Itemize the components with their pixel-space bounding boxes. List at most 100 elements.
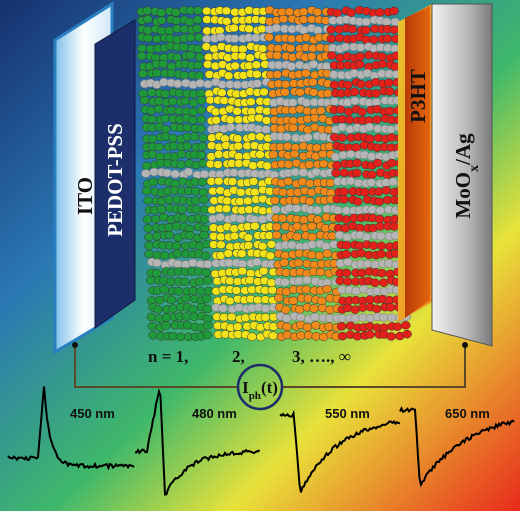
- wavelength-label: 650 nm: [445, 406, 490, 421]
- octahedron: [299, 15, 309, 24]
- octahedron: [215, 213, 225, 222]
- octahedron: [141, 161, 152, 171]
- octahedron: [225, 296, 235, 306]
- octahedron: [197, 177, 208, 187]
- octahedron: [255, 132, 265, 142]
- octahedron: [193, 6, 203, 15]
- octahedron: [271, 230, 282, 240]
- octahedron: [185, 51, 196, 60]
- octahedron: [260, 313, 271, 322]
- octahedron: [191, 205, 201, 214]
- octahedron: [223, 71, 234, 81]
- octahedron: [272, 70, 283, 79]
- octahedron: [217, 88, 227, 97]
- octahedron: [177, 205, 187, 214]
- octahedron: [199, 170, 210, 179]
- octahedron: [148, 177, 158, 187]
- octahedron: [222, 196, 232, 206]
- octahedron: [144, 249, 154, 259]
- trace: [279, 409, 401, 493]
- octahedron: [286, 34, 297, 43]
- octahedron: [150, 214, 161, 224]
- octahedron: [347, 24, 357, 34]
- octahedron: [311, 167, 322, 177]
- octahedron: [172, 79, 183, 89]
- octahedron: [250, 221, 260, 231]
- octahedron: [335, 33, 345, 43]
- octahedron: [229, 224, 239, 233]
- octahedron: [386, 332, 397, 341]
- octahedron: [156, 205, 167, 214]
- octahedron: [361, 17, 371, 27]
- trace: [399, 406, 515, 488]
- octahedron: [351, 143, 361, 152]
- octahedron: [137, 44, 147, 53]
- wavelength-label: 480 nm: [192, 406, 237, 421]
- octahedron: [171, 8, 181, 17]
- octahedron: [268, 331, 278, 341]
- octahedron: [237, 266, 248, 276]
- octahedron: [143, 33, 153, 43]
- octahedron: [191, 196, 201, 205]
- octahedron: [180, 96, 191, 106]
- octahedron: [161, 321, 171, 330]
- octahedron: [318, 149, 328, 159]
- octahedron: [345, 149, 356, 159]
- octahedron: [196, 287, 206, 296]
- octahedron: [182, 141, 192, 151]
- octahedron: [376, 241, 387, 251]
- octahedron: [252, 79, 263, 88]
- octahedron: [402, 329, 412, 339]
- octahedron: [356, 79, 366, 89]
- octahedron: [312, 7, 323, 17]
- octahedron: [160, 114, 170, 123]
- octahedron: [374, 197, 385, 206]
- octahedron: [287, 240, 297, 250]
- octahedron: [199, 195, 209, 204]
- octahedron: [156, 16, 167, 25]
- octahedron: [227, 177, 238, 186]
- octahedron: [199, 215, 210, 224]
- octahedron: [201, 268, 211, 277]
- octahedron: [288, 296, 298, 305]
- octahedron: [290, 167, 300, 177]
- octahedron: [221, 6, 232, 16]
- wire: [282, 345, 466, 388]
- octahedron: [298, 7, 309, 17]
- pedot-plate: [94, 19, 136, 329]
- octahedron: [237, 259, 248, 269]
- octahedron: [152, 34, 162, 44]
- octahedron: [307, 221, 317, 231]
- octahedron: [298, 168, 308, 177]
- octahedron: [367, 152, 377, 161]
- octahedron: [376, 231, 386, 241]
- octahedron: [248, 161, 258, 170]
- phase-label: n = 1,: [148, 347, 188, 366]
- octahedron: [274, 293, 284, 303]
- octahedron: [136, 51, 147, 61]
- moox-label: MoOx/Ag: [451, 133, 482, 219]
- octahedron: [364, 122, 375, 132]
- octahedron: [401, 321, 411, 330]
- octahedron: [382, 34, 393, 43]
- octahedron: [143, 14, 153, 24]
- octahedron: [291, 196, 301, 205]
- contact: [462, 342, 468, 348]
- octahedron: [340, 42, 351, 52]
- octahedron: [261, 125, 271, 134]
- octahedron: [243, 233, 254, 242]
- octahedron: [247, 132, 257, 141]
- octahedron: [280, 87, 290, 97]
- octahedron: [282, 142, 293, 151]
- octahedron: [268, 322, 279, 331]
- octahedron: [211, 115, 221, 125]
- octahedron: [280, 277, 290, 287]
- octahedron: [176, 160, 186, 169]
- octahedron: [192, 15, 203, 24]
- octahedron: [322, 249, 333, 258]
- octahedron: [174, 88, 185, 98]
- octahedron: [337, 133, 347, 142]
- ito-label: ITO: [73, 177, 97, 215]
- octahedron: [261, 116, 272, 125]
- octahedron: [231, 286, 242, 295]
